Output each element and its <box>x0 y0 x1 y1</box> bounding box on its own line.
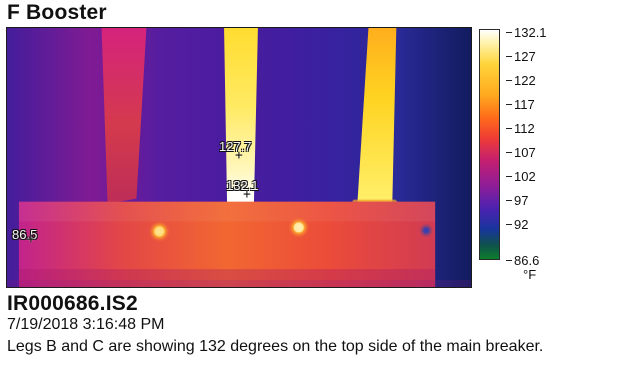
scale-tick: 86.6 <box>506 254 539 267</box>
thermal-image-panel: 127.7 + 132.1 + 86.5 + <box>6 27 472 288</box>
temperature-marker-label: 86.5 <box>12 227 38 242</box>
scale-tick: 107 <box>506 146 536 159</box>
right-cable <box>357 28 397 202</box>
temperature-unit: °F <box>523 267 537 282</box>
temperature-marker-crosshair: + <box>27 232 35 247</box>
scale-tick: 112 <box>506 122 535 135</box>
scale-tick: 117 <box>506 98 535 111</box>
scale-tick: 127 <box>506 50 536 63</box>
scale-tick: 92 <box>506 218 528 231</box>
scale-tick: 97 <box>506 194 528 207</box>
inspection-note: Legs B and C are showing 132 degrees on … <box>7 338 544 355</box>
temperature-scale-ticks: 132.1 127 122 117 112 107 102 97 92 86.6 <box>506 26 591 284</box>
thermal-image <box>7 28 471 287</box>
temperature-marker-label: 132.1 <box>226 178 259 193</box>
temperature-marker-label: 127.7 <box>219 139 252 154</box>
breaker-body <box>18 201 436 287</box>
scale-tick: 122 <box>506 74 536 87</box>
scale-tick: 132.1 <box>506 26 547 39</box>
report-title: F Booster <box>7 1 107 24</box>
temperature-marker-crosshair: + <box>235 148 243 163</box>
temperature-marker-crosshair: + <box>243 187 251 202</box>
left-cable <box>101 28 147 204</box>
center-cable <box>224 28 258 203</box>
scale-tick: 102 <box>506 170 536 183</box>
temperature-colorbar <box>479 29 500 260</box>
image-file-name: IR000686.IS2 <box>7 292 138 315</box>
capture-timestamp: 7/19/2018 3:16:48 PM <box>7 316 165 333</box>
